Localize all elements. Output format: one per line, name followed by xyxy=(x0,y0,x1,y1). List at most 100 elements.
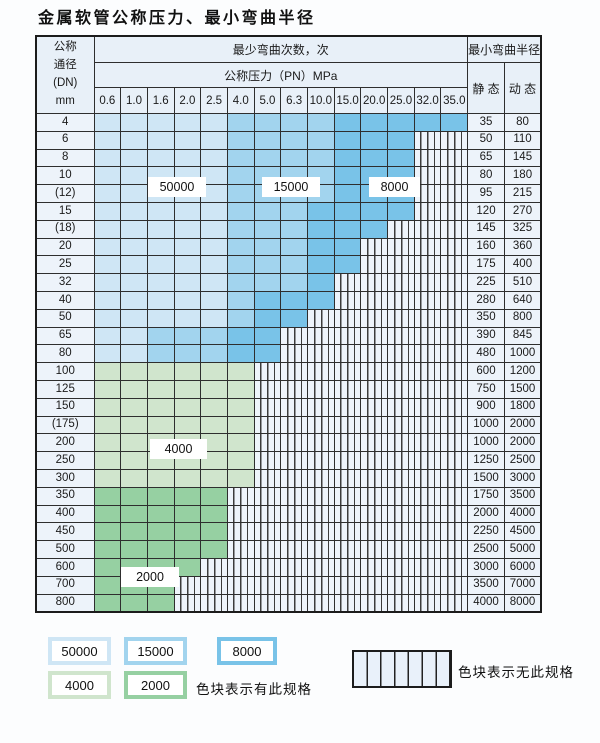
grid-cell-spec xyxy=(226,184,255,203)
grid-cell-no-spec xyxy=(440,273,469,292)
dynamic-radius-cell: 4000 xyxy=(503,504,542,524)
dn-cell: 80 xyxy=(35,344,95,364)
grid-cell-spec xyxy=(226,290,255,310)
grid-cell-spec xyxy=(333,219,362,239)
grid-cell-no-spec xyxy=(253,379,282,399)
grid-cell-no-spec xyxy=(280,486,308,506)
grid-cell-spec xyxy=(93,486,122,506)
grid-cell-no-spec xyxy=(387,326,415,346)
grid-cell-no-spec xyxy=(253,522,282,542)
dn-cell: 10 xyxy=(35,166,95,186)
table-row: 125 750 1500 xyxy=(35,379,542,399)
static-radius-cell: 1750 xyxy=(467,486,505,506)
grid-cell-spec xyxy=(280,290,308,310)
grid-cell-no-spec xyxy=(413,468,442,488)
legend-swatch-label: 15000 xyxy=(128,641,183,661)
pressure-tick: 6.3 xyxy=(280,87,308,114)
legend-swatch-label: 2000 xyxy=(128,675,183,695)
grid-cell-no-spec xyxy=(440,415,469,435)
grid-cell-no-spec xyxy=(280,593,308,613)
grid-cell-no-spec xyxy=(387,486,415,506)
grid-cell-no-spec xyxy=(333,326,362,346)
table-row: 32 225 510 xyxy=(35,273,542,292)
grid-cell-no-spec xyxy=(360,379,389,399)
grid-cell-spec xyxy=(440,113,469,132)
grid-cell-spec xyxy=(280,148,308,168)
table-row: (12) 95 215 xyxy=(35,184,542,203)
grid-cell-no-spec xyxy=(387,344,415,364)
grid-cell-no-spec xyxy=(440,557,469,577)
static-radius-cell: 350 xyxy=(467,308,505,328)
pressure-tick: 1.6 xyxy=(146,87,175,114)
grid-cell-spec xyxy=(146,237,175,257)
grid-cell-no-spec xyxy=(307,397,335,417)
grid-cell-no-spec xyxy=(333,433,362,453)
grid-cell-no-spec xyxy=(440,468,469,488)
grid-cell-no-spec xyxy=(307,433,335,453)
grid-cell-spec xyxy=(307,201,335,221)
grid-cell-no-spec xyxy=(280,433,308,453)
grid-cell-no-spec xyxy=(413,557,442,577)
dynamic-radius-cell: 510 xyxy=(503,273,542,292)
grid-cell-spec xyxy=(360,201,389,221)
dn-cell: 500 xyxy=(35,540,95,559)
dynamic-header: 动 态 xyxy=(503,62,542,114)
static-radius-cell: 145 xyxy=(467,219,505,239)
static-radius-cell: 1000 xyxy=(467,433,505,453)
pressure-tick: 32.0 xyxy=(413,87,442,114)
legend-swatch-4000: 4000 xyxy=(48,671,111,699)
grid-cell-no-spec xyxy=(440,255,469,275)
corner-header: 公称 通径 (DN) mm xyxy=(35,35,95,114)
grid-cell-spec xyxy=(120,113,148,132)
grid-cell-no-spec xyxy=(413,255,442,275)
grid-cell-spec xyxy=(173,308,202,328)
grid-cell-no-spec xyxy=(440,593,469,613)
grid-cell-spec xyxy=(146,113,175,132)
grid-cell-no-spec xyxy=(440,504,469,524)
grid-cell-no-spec xyxy=(413,237,442,257)
grid-cell-no-spec xyxy=(360,273,389,292)
grid-cell-no-spec xyxy=(253,486,282,506)
table-row: 65 390 845 xyxy=(35,326,542,346)
dn-cell: 4 xyxy=(35,113,95,132)
dynamic-radius-cell: 325 xyxy=(503,219,542,239)
grid-cell-spec xyxy=(173,130,202,150)
dynamic-radius-cell: 1500 xyxy=(503,379,542,399)
grid-cell-no-spec xyxy=(280,504,308,524)
dn-cell: 65 xyxy=(35,326,95,346)
grid-cell-spec xyxy=(93,273,122,292)
grid-cell-no-spec xyxy=(307,468,335,488)
grid-cell-no-spec xyxy=(440,451,469,470)
grid-cell-spec xyxy=(120,593,148,613)
grid-cell-no-spec xyxy=(440,201,469,221)
grid-cell-no-spec xyxy=(333,575,362,595)
grid-cell-spec xyxy=(387,113,415,132)
grid-cell-no-spec xyxy=(226,557,255,577)
grid-cell-no-spec xyxy=(360,540,389,559)
grid-cell-spec xyxy=(387,201,415,221)
grid-cell-spec xyxy=(200,415,228,435)
region-label-15000: 15000 xyxy=(262,177,320,197)
table-row: 20 160 360 xyxy=(35,237,542,257)
grid-cell-no-spec xyxy=(387,308,415,328)
grid-cell-spec xyxy=(173,362,202,381)
grid-cell-spec xyxy=(146,522,175,542)
grid-cell-spec xyxy=(307,113,335,132)
dynamic-radius-cell: 3000 xyxy=(503,468,542,488)
grid-cell-no-spec xyxy=(387,468,415,488)
static-radius-cell: 120 xyxy=(467,201,505,221)
grid-cell-no-spec xyxy=(440,219,469,239)
static-radius-cell: 1000 xyxy=(467,415,505,435)
dn-cell: 20 xyxy=(35,237,95,257)
dynamic-radius-cell: 3500 xyxy=(503,486,542,506)
grid-cell-spec xyxy=(253,344,282,364)
static-radius-cell: 225 xyxy=(467,273,505,292)
grid-cell-spec xyxy=(226,344,255,364)
legend-has-spec-text: 色块表示有此规格 xyxy=(196,682,312,697)
grid-cell-no-spec xyxy=(387,415,415,435)
grid-cell-spec xyxy=(333,148,362,168)
grid-cell-spec xyxy=(253,308,282,328)
grid-cell-spec xyxy=(120,273,148,292)
grid-cell-no-spec xyxy=(307,451,335,470)
